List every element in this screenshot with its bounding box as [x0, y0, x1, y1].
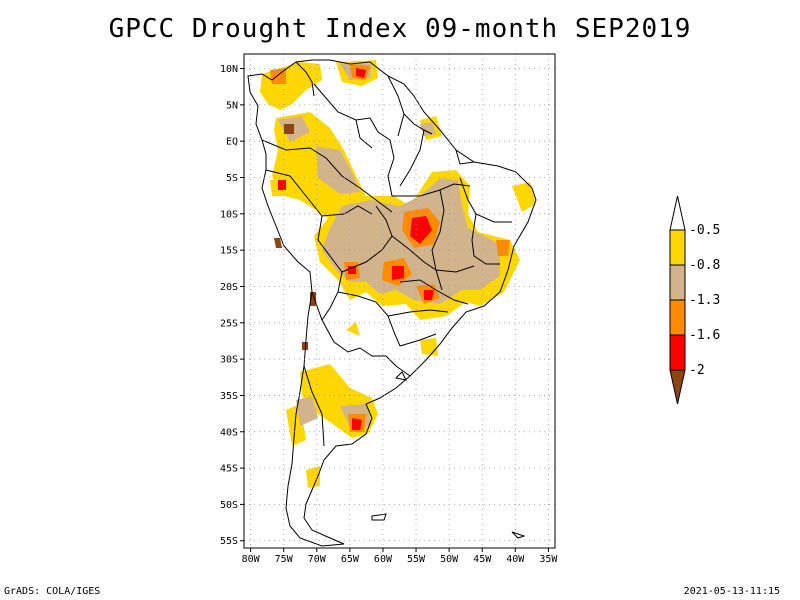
legend-swatch: [669, 334, 686, 371]
lon-tick-label: 70W: [308, 554, 327, 565]
lat-tick-label: 50S: [220, 500, 238, 511]
lat-tick-label: 5S: [226, 173, 238, 184]
legend-swatch-top: [669, 195, 686, 231]
latitude-labels: 10N 5N EQ 5S 10S 15S 20S 25S 30S 35S 40S 45S 50S 55S: [220, 64, 244, 547]
map-title: GPCC Drought Index 09-month SEP2019: [108, 14, 692, 44]
lon-tick-label: 45W: [473, 554, 492, 565]
lat-tick-label: 20S: [220, 282, 238, 293]
lon-tick-label: 35W: [539, 554, 558, 565]
timestamp: 2021-05-13-11:15: [683, 586, 780, 597]
lon-tick-label: 60W: [374, 554, 393, 565]
lon-tick-label: 80W: [242, 554, 261, 565]
drought-shading: [260, 60, 536, 488]
lat-tick-label: 10N: [220, 64, 238, 75]
lon-tick-label: 40W: [506, 554, 525, 565]
legend-label: -2: [689, 363, 705, 378]
legend-label: -1.3: [689, 293, 720, 308]
lat-tick-label: 5N: [226, 100, 238, 111]
lat-tick-label: 15S: [220, 246, 238, 257]
legend-swatch: [669, 229, 686, 266]
lat-tick-label: 30S: [220, 355, 238, 366]
lat-lon-grid: [244, 54, 555, 548]
lon-tick-label: 55W: [407, 554, 426, 565]
lon-tick-label: 50W: [440, 554, 459, 565]
color-legend: -0.5 -0.8 -1.3 -1.6 -2: [669, 195, 720, 405]
legend-label: -1.6: [689, 328, 720, 343]
lon-tick-label: 75W: [275, 554, 294, 565]
lat-tick-label: 35S: [220, 391, 238, 402]
legend-swatch: [669, 299, 686, 336]
lat-tick-label: 45S: [220, 464, 238, 475]
lat-tick-label: EQ: [226, 137, 238, 148]
map-frame: [243, 53, 556, 549]
longitude-labels: 80W 75W 70W 65W 60W 55W 50W 45W 40W 35W: [242, 548, 558, 565]
legend-label: -0.8: [689, 258, 720, 273]
lat-tick-label: 55S: [220, 536, 238, 547]
coastline-borders: [247, 59, 537, 547]
lat-tick-label: 10S: [220, 209, 238, 220]
legend-swatch: [669, 264, 686, 301]
legend-swatch-bottom: [669, 369, 686, 405]
lat-tick-label: 25S: [220, 318, 238, 329]
lon-tick-label: 65W: [341, 554, 360, 565]
lat-tick-label: 40S: [220, 427, 238, 438]
grads-credit: GrADS: COLA/IGES: [4, 586, 101, 597]
legend-label: -0.5: [689, 223, 720, 238]
